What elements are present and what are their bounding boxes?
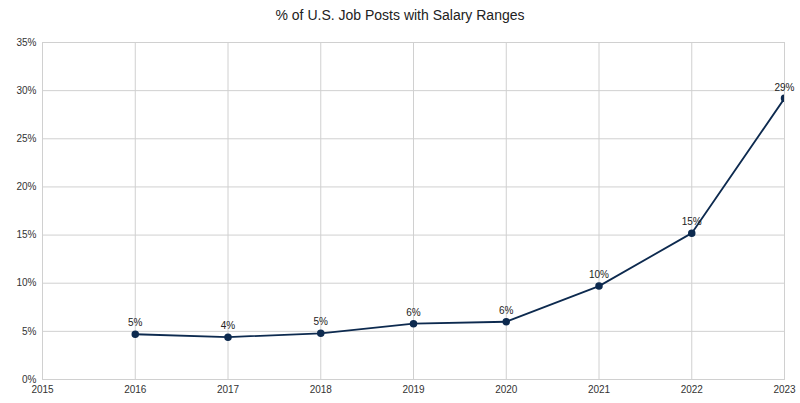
svg-text:2015: 2015 xyxy=(31,384,54,395)
svg-text:35%: 35% xyxy=(16,37,36,48)
svg-text:10%: 10% xyxy=(16,277,36,288)
svg-text:2016: 2016 xyxy=(124,384,147,395)
svg-text:10%: 10% xyxy=(589,269,609,280)
svg-text:20%: 20% xyxy=(16,181,36,192)
svg-text:2017: 2017 xyxy=(217,384,240,395)
svg-text:15%: 15% xyxy=(16,229,36,240)
svg-text:2019: 2019 xyxy=(402,384,425,395)
svg-text:5%: 5% xyxy=(314,316,329,327)
svg-text:25%: 25% xyxy=(16,133,36,144)
svg-text:4%: 4% xyxy=(221,320,236,331)
svg-text:5%: 5% xyxy=(128,317,143,328)
svg-text:2018: 2018 xyxy=(310,384,333,395)
svg-text:29%: 29% xyxy=(774,82,794,93)
svg-text:30%: 30% xyxy=(16,85,36,96)
svg-text:15%: 15% xyxy=(682,216,702,227)
svg-text:6%: 6% xyxy=(499,305,514,316)
svg-text:2022: 2022 xyxy=(681,384,704,395)
svg-text:0%: 0% xyxy=(22,373,37,385)
svg-text:2021: 2021 xyxy=(588,384,611,395)
svg-text:2020: 2020 xyxy=(495,384,518,395)
svg-text:6%: 6% xyxy=(406,307,421,318)
svg-text:5%: 5% xyxy=(22,326,37,337)
html-text:% of U.S. Job Posts with Salar: % of U.S. Job Posts with Salary Ranges xyxy=(275,7,525,23)
svg-text:2023: 2023 xyxy=(773,384,796,395)
